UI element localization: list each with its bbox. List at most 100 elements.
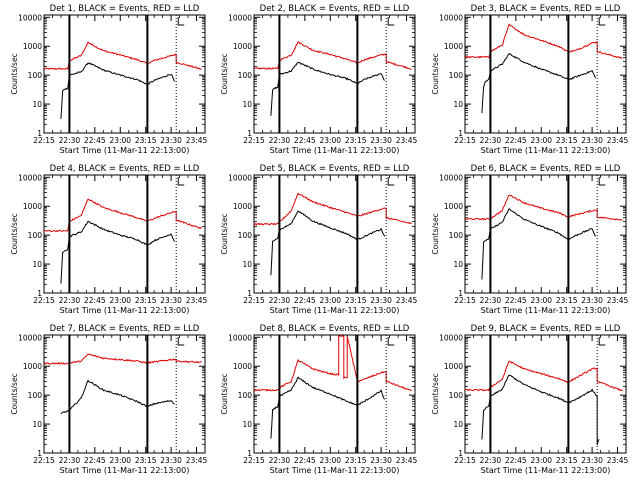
y-tick-label: 10 <box>453 260 463 269</box>
y-tick-label: 100 <box>449 231 464 240</box>
plot-frame <box>253 14 416 134</box>
panel-det-6: Det 6, BLACK = Events, RED = LLD 1 10 100 10… <box>431 164 629 315</box>
y-tick-label: 10 <box>242 100 252 109</box>
plot-frame <box>43 14 206 134</box>
panel-title: Det 4, BLACK = Events, RED = LLD <box>50 164 200 174</box>
lld-series-line <box>253 41 412 70</box>
lld-series-line <box>464 23 623 59</box>
x-tick-label: 22:15 <box>33 456 55 465</box>
x-tick-label: 23:00 <box>109 296 131 305</box>
events-series-line <box>481 208 596 280</box>
lld-series-line <box>464 194 623 221</box>
x-tick-label: 23:45 <box>186 456 208 465</box>
y-axis-label: Counts/sec <box>431 373 440 414</box>
y-tick-label: 1000 <box>444 362 463 371</box>
x-tick-label: 23:00 <box>109 136 131 145</box>
y-tick-label: 10 <box>32 420 42 429</box>
y-tick-label: 100 <box>238 231 253 240</box>
panel-title: Det 7, BLACK = Events, RED = LLD <box>50 324 200 334</box>
y-tick-label: 10000 <box>439 13 463 22</box>
y-tick-label: 10000 <box>439 173 463 182</box>
y-tick-label: 1000 <box>444 202 463 211</box>
x-tick-label: 23:45 <box>607 296 629 305</box>
y-tick-label: 100 <box>449 391 464 400</box>
x-axis-label: Start Time (11-Mar-11 22:13:00) <box>60 306 190 315</box>
y-tick-label: 1 <box>37 449 42 458</box>
panel-title: Det 1, BLACK = Events, RED = LLD <box>50 4 200 14</box>
x-tick-label: 23:45 <box>186 136 208 145</box>
y-tick-label: 10000 <box>228 13 252 22</box>
x-axis-label: Start Time (11-Mar-11 22:13:00) <box>270 466 400 475</box>
panel-det-4: Det 4, BLACK = Events, RED = LLD 1 10 100 10… <box>10 164 208 315</box>
y-tick-label: 100 <box>28 391 43 400</box>
events-series-line <box>270 61 385 116</box>
x-tick-label: 23:30 <box>581 136 603 145</box>
y-tick-label: 100 <box>28 231 43 240</box>
x-tick-label: 22:15 <box>454 296 476 305</box>
x-tick-label: 22:45 <box>505 136 527 145</box>
x-axis-label: Start Time (11-Mar-11 22:13:00) <box>481 306 611 315</box>
x-tick-label: 22:15 <box>33 136 55 145</box>
plot-frame <box>464 14 627 134</box>
x-tick-label: 23:00 <box>319 296 341 305</box>
x-tick-label: 23:00 <box>319 136 341 145</box>
x-tick-label: 22:45 <box>294 136 316 145</box>
x-tick-label: 22:15 <box>33 296 55 305</box>
marker-bracket <box>598 17 606 26</box>
y-tick-label: 10000 <box>18 333 42 342</box>
x-tick-label: 22:15 <box>243 456 265 465</box>
panel-det-7: Det 7, BLACK = Events, RED = LLD 1 10 100 10… <box>10 324 208 475</box>
x-tick-label: 23:30 <box>160 456 182 465</box>
y-tick-label: 10000 <box>18 173 42 182</box>
y-tick-label: 1 <box>37 289 42 298</box>
marker-bracket <box>177 17 185 26</box>
x-tick-label: 23:15 <box>135 296 157 305</box>
y-axis-label: Counts/sec <box>10 373 19 414</box>
y-tick-label: 10 <box>32 260 42 269</box>
marker-bracket <box>598 337 606 346</box>
events-series-line <box>270 210 385 276</box>
y-tick-label: 1 <box>37 129 42 138</box>
x-tick-label: 22:45 <box>505 456 527 465</box>
x-tick-label: 23:00 <box>530 296 552 305</box>
x-axis-label: Start Time (11-Mar-11 22:13:00) <box>60 466 190 475</box>
x-tick-label: 22:30 <box>59 296 81 305</box>
x-tick-label: 22:15 <box>454 456 476 465</box>
x-tick-label: 23:15 <box>135 136 157 145</box>
x-tick-label: 23:15 <box>556 456 578 465</box>
y-tick-label: 10000 <box>18 13 42 22</box>
lld-series-line <box>43 41 202 71</box>
x-axis-label: Start Time (11-Mar-11 22:13:00) <box>481 466 611 475</box>
x-tick-label: 22:45 <box>294 296 316 305</box>
x-tick-label: 22:15 <box>243 296 265 305</box>
x-tick-label: 23:00 <box>530 456 552 465</box>
y-tick-label: 1000 <box>23 42 42 51</box>
panel-det-9: Det 9, BLACK = Events, RED = LLD 1 10 100 10… <box>431 324 629 475</box>
x-tick-label: 23:15 <box>345 456 367 465</box>
x-tick-label: 23:45 <box>396 456 418 465</box>
y-tick-label: 1 <box>458 289 463 298</box>
y-tick-label: 1000 <box>444 42 463 51</box>
events-series-line <box>60 62 175 119</box>
panel-det-8: Det 8, BLACK = Events, RED = LLD 1 10 100 10… <box>220 324 418 475</box>
events-series-line <box>481 374 600 446</box>
plot-frame <box>253 174 416 294</box>
y-tick-label: 1000 <box>233 362 252 371</box>
marker-bracket <box>387 337 395 346</box>
x-tick-label: 23:45 <box>396 136 418 145</box>
y-tick-label: 1 <box>247 129 252 138</box>
x-tick-label: 23:00 <box>530 136 552 145</box>
x-axis-label: Start Time (11-Mar-11 22:13:00) <box>270 306 400 315</box>
x-tick-label: 22:30 <box>59 456 81 465</box>
x-tick-label: 23:30 <box>581 296 603 305</box>
y-tick-label: 1000 <box>23 202 42 211</box>
x-tick-label: 23:15 <box>135 456 157 465</box>
y-tick-label: 1 <box>458 449 463 458</box>
events-series-line <box>270 376 385 439</box>
plot-frame <box>43 334 206 454</box>
x-tick-label: 23:45 <box>186 296 208 305</box>
x-tick-label: 23:00 <box>109 456 131 465</box>
events-series-line <box>60 379 175 415</box>
y-tick-label: 1 <box>458 129 463 138</box>
y-tick-label: 10 <box>453 100 463 109</box>
